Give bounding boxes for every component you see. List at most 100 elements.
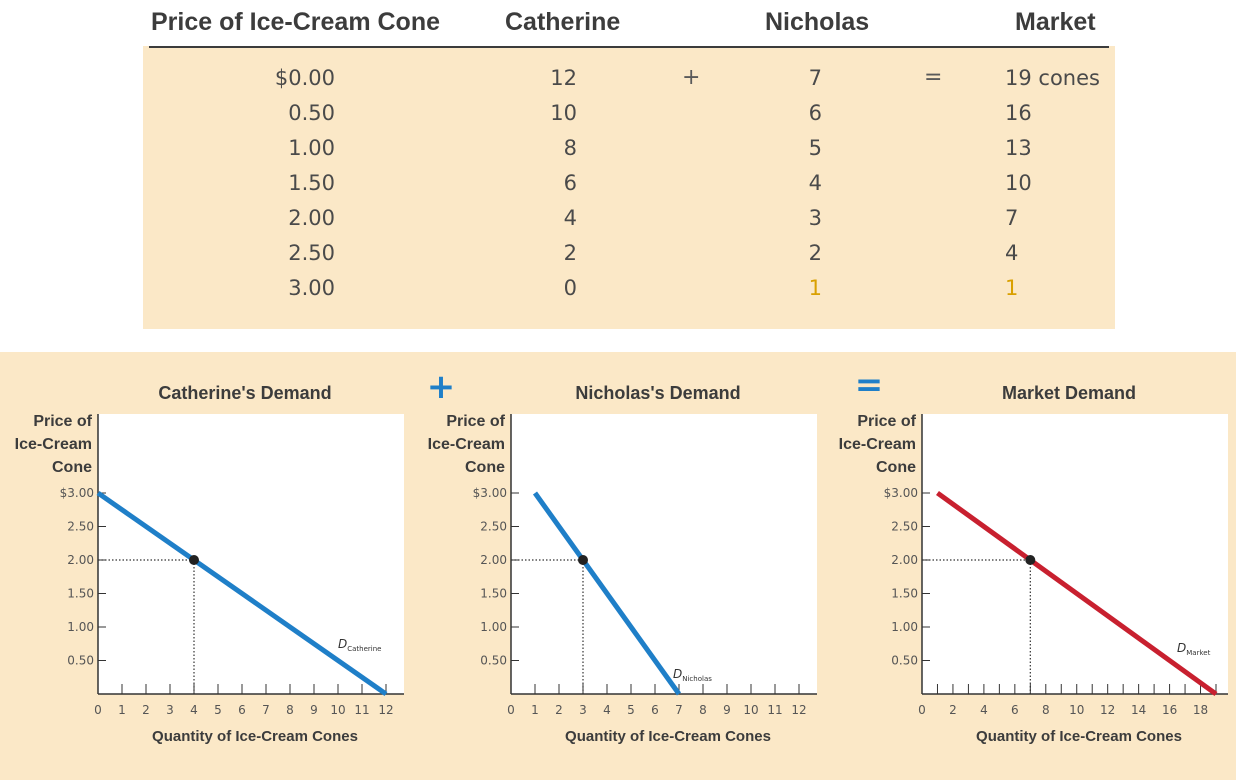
header-price: Price of Ice-Cream Cone bbox=[151, 8, 440, 36]
demand-curve-market bbox=[936, 490, 1218, 697]
x-tick-label: 0 bbox=[94, 703, 102, 717]
x-axis-label: Quantity of Ice-Cream Cones bbox=[152, 728, 358, 745]
x-tick-label: 5 bbox=[214, 703, 222, 717]
x-tick-label: 4 bbox=[190, 703, 198, 717]
x-tick-label: 5 bbox=[627, 703, 635, 717]
table-header-row: Price of Ice-Cream Cone Catherine Nichol… bbox=[143, 0, 1115, 46]
cell-market: 7 bbox=[1005, 206, 1019, 230]
x-tick-label: 16 bbox=[1162, 703, 1177, 717]
x-tick-label: 3 bbox=[166, 703, 174, 717]
cell-market: 19 cones bbox=[1005, 66, 1100, 90]
demand-schedule-table: Price of Ice-Cream Cone Catherine Nichol… bbox=[143, 0, 1115, 329]
x-tick-label: 10 bbox=[743, 703, 758, 717]
x-tick-label: 10 bbox=[1069, 703, 1084, 717]
y-tick-label: 0.50 bbox=[891, 654, 918, 668]
cell-price: 1.50 bbox=[288, 171, 335, 195]
cell-nicholas: 4 bbox=[808, 171, 822, 195]
cell-nicholas: 7 bbox=[808, 66, 822, 90]
cell-price: 2.50 bbox=[288, 241, 335, 265]
demand-curve-nicholas bbox=[532, 491, 682, 696]
y-axis-label: Ice-Cream bbox=[428, 436, 505, 453]
y-axis-label: Cone bbox=[465, 459, 505, 476]
cell-price: 2.00 bbox=[288, 206, 335, 230]
chart-title: Nicholas's Demand bbox=[575, 383, 740, 403]
plus-sign: + bbox=[427, 367, 456, 407]
y-tick-label: $3.00 bbox=[473, 486, 507, 500]
y-axis-label: Ice-Cream bbox=[15, 436, 92, 453]
cell-market: 4 bbox=[1005, 241, 1019, 265]
y-tick-label: 1.00 bbox=[67, 620, 94, 634]
y-tick-label: 1.50 bbox=[480, 587, 507, 601]
x-tick-label: 8 bbox=[699, 703, 707, 717]
cell-market: 1 bbox=[1005, 276, 1019, 300]
x-tick-label: 9 bbox=[310, 703, 318, 717]
x-tick-label: 7 bbox=[675, 703, 683, 717]
highlight-point bbox=[189, 555, 199, 565]
plot-area-catherine bbox=[98, 414, 404, 694]
x-tick-label: 3 bbox=[579, 703, 587, 717]
cell-catherine: 6 bbox=[563, 171, 577, 195]
x-tick-label: 11 bbox=[354, 703, 369, 717]
x-tick-label: 4 bbox=[603, 703, 611, 717]
demand-curve-catherine bbox=[96, 490, 388, 697]
plot-area-market bbox=[922, 414, 1228, 694]
y-tick-label: 1.00 bbox=[891, 620, 918, 634]
header-catherine: Catherine bbox=[505, 8, 621, 36]
y-tick-label: 1.00 bbox=[480, 620, 507, 634]
y-axis-label: Price of bbox=[857, 413, 916, 430]
x-tick-label: 6 bbox=[651, 703, 659, 717]
x-tick-label: 1 bbox=[118, 703, 126, 717]
cell-catherine: 12 bbox=[550, 66, 577, 90]
y-axis-label: Cone bbox=[876, 459, 916, 476]
x-tick-label: 7 bbox=[262, 703, 270, 717]
cell-price: 0.50 bbox=[288, 101, 335, 125]
cell-catherine: 0 bbox=[563, 276, 577, 300]
x-tick-label: 12 bbox=[791, 703, 806, 717]
cell-market: 13 bbox=[1005, 136, 1032, 160]
y-tick-label: $3.00 bbox=[60, 486, 94, 500]
cell-nicholas: 2 bbox=[808, 241, 822, 265]
cell-nicholas: 5 bbox=[808, 136, 822, 160]
cell-price: $0.00 bbox=[274, 66, 335, 90]
cell-market: 16 bbox=[1005, 101, 1032, 125]
x-tick-label: 2 bbox=[949, 703, 957, 717]
y-tick-label: 2.50 bbox=[67, 520, 94, 534]
header-market: Market bbox=[1015, 8, 1096, 36]
highlight-point bbox=[578, 555, 588, 565]
x-tick-label: 4 bbox=[980, 703, 988, 717]
cell-nicholas: 3 bbox=[808, 206, 822, 230]
cell-price: 1.00 bbox=[288, 136, 335, 160]
x-tick-label: 8 bbox=[286, 703, 294, 717]
header-divider bbox=[149, 46, 1109, 48]
cell-catherine: 8 bbox=[563, 136, 577, 160]
y-axis-label: Price of bbox=[446, 413, 505, 430]
y-tick-label: 0.50 bbox=[480, 654, 507, 668]
x-tick-label: 12 bbox=[1100, 703, 1115, 717]
y-axis-label: Price of bbox=[33, 413, 92, 430]
demand-graphs-panel: Catherine's Demand Price of Ice-Cream Cone $… bbox=[0, 352, 1236, 780]
cell-nicholas: 1 bbox=[808, 276, 822, 300]
curve-label: DCatherine bbox=[338, 637, 381, 653]
y-axis-label: Ice-Cream bbox=[839, 436, 916, 453]
y-axis-label: Cone bbox=[52, 459, 92, 476]
equals-sign: = bbox=[855, 365, 884, 405]
curve-label: DNicholas bbox=[673, 667, 712, 683]
x-tick-label: 6 bbox=[1011, 703, 1019, 717]
header-nicholas: Nicholas bbox=[765, 8, 870, 36]
x-tick-label: 1 bbox=[531, 703, 539, 717]
plus-operator: + bbox=[682, 65, 701, 90]
curve-label: DMarket bbox=[1177, 641, 1211, 657]
y-tick-label: 1.50 bbox=[891, 587, 918, 601]
x-tick-label: 2 bbox=[555, 703, 563, 717]
demand-graphs: Catherine's Demand Price of Ice-Cream Cone $… bbox=[15, 365, 1228, 745]
x-tick-label: 0 bbox=[918, 703, 926, 717]
cell-market: 10 bbox=[1005, 171, 1032, 195]
y-tick-label: 2.00 bbox=[480, 553, 507, 567]
x-tick-label: 0 bbox=[507, 703, 515, 717]
x-tick-label: 11 bbox=[767, 703, 782, 717]
y-tick-label: 0.50 bbox=[67, 654, 94, 668]
chart-title: Catherine's Demand bbox=[158, 383, 331, 403]
cell-catherine: 4 bbox=[563, 206, 577, 230]
x-tick-label: 18 bbox=[1193, 703, 1208, 717]
x-axis-label: Quantity of Ice-Cream Cones bbox=[976, 728, 1182, 745]
